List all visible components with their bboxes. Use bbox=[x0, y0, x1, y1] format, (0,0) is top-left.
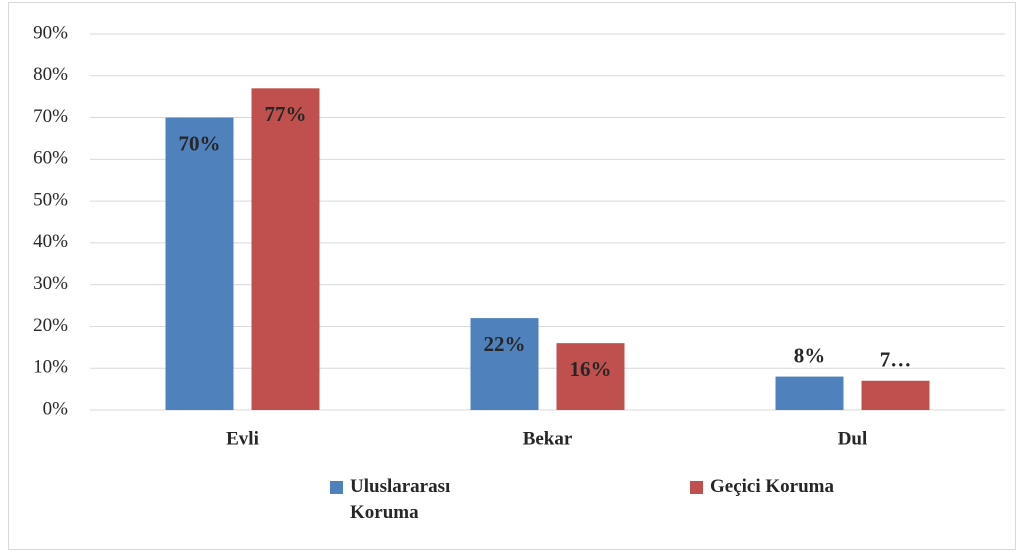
bar bbox=[251, 88, 320, 411]
bar bbox=[556, 343, 625, 410]
data-label: 77% bbox=[265, 102, 307, 126]
bar bbox=[775, 376, 844, 410]
y-tick-label: 70% bbox=[33, 106, 68, 127]
legend-swatch bbox=[690, 481, 703, 494]
y-tick-label: 10% bbox=[33, 357, 68, 378]
legend-item: Uluslararası Koruma bbox=[330, 474, 490, 526]
y-tick-label: 40% bbox=[33, 231, 68, 252]
legend-label: Uluslararası Koruma bbox=[350, 476, 451, 523]
y-tick-label: 0% bbox=[43, 398, 69, 419]
x-tick-label: Bekar bbox=[523, 428, 573, 449]
legend-swatch bbox=[330, 481, 343, 494]
legend-label: Geçici Koruma bbox=[710, 476, 834, 497]
data-label: 8% bbox=[794, 343, 826, 367]
y-tick-label: 50% bbox=[33, 189, 68, 210]
y-tick-label: 30% bbox=[33, 273, 68, 294]
legend-item: Geçici Koruma bbox=[690, 474, 850, 500]
y-tick-label: 80% bbox=[33, 64, 68, 85]
data-label: 16% bbox=[570, 357, 612, 381]
data-label: 7… bbox=[880, 348, 912, 372]
bar bbox=[470, 318, 539, 410]
bar bbox=[165, 117, 234, 411]
bar bbox=[861, 380, 930, 410]
y-tick-label: 60% bbox=[33, 148, 68, 169]
data-label: 22% bbox=[484, 332, 526, 356]
y-tick-label: 90% bbox=[33, 22, 68, 43]
x-tick-label: Evli bbox=[226, 428, 259, 449]
y-tick-label: 20% bbox=[33, 315, 68, 336]
data-label: 70% bbox=[179, 131, 221, 155]
chart-border bbox=[8, 2, 1016, 550]
x-tick-label: Dul bbox=[838, 428, 868, 449]
